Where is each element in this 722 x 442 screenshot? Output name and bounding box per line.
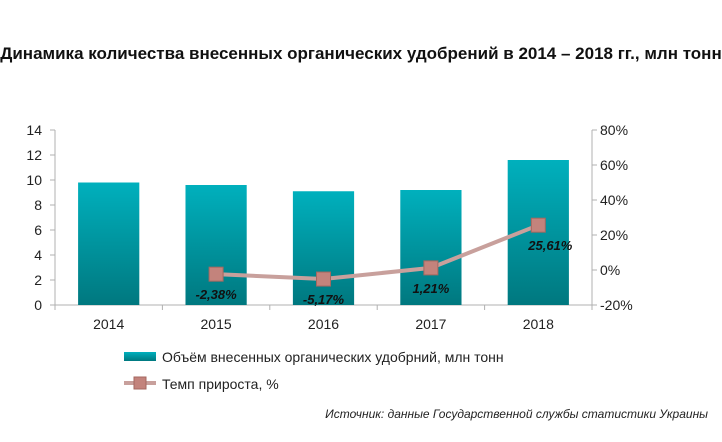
x-tick-label: 2017 [415, 316, 446, 332]
data-label: 1,21% [412, 281, 449, 296]
y-left-tick-label: 2 [34, 272, 42, 288]
x-tick-label: 2016 [308, 316, 339, 332]
y-right-tick-label: 80% [600, 122, 628, 138]
bar [292, 191, 355, 305]
x-tick-label: 2014 [93, 316, 124, 332]
y-right-tick-label: 60% [600, 157, 628, 173]
source-note: Источник: данные Государственной службы … [325, 407, 708, 421]
legend-line-label: Темп прироста, % [162, 376, 279, 392]
y-left-tick-label: 14 [26, 122, 42, 138]
line-point [423, 260, 439, 276]
growth-line [216, 223, 540, 282]
line-point [530, 217, 546, 233]
y-left-tick-label: 0 [34, 297, 42, 313]
bar [78, 182, 140, 305]
y-right-tick-label: 40% [600, 192, 628, 208]
y-left-tick-label: 8 [34, 197, 42, 213]
y-right-tick-label: -20% [600, 297, 633, 313]
legend-bar-label: Объём внесенных органических удобрний, м… [162, 349, 504, 365]
y-left-tick-label: 12 [26, 147, 42, 163]
line-point [316, 271, 331, 287]
y-left-tick-label: 10 [26, 172, 42, 188]
legend-bar-swatch [124, 352, 156, 361]
legend-line-marker [133, 376, 147, 390]
y-right-tick-label: 0% [600, 262, 620, 278]
y-left-tick-label: 6 [34, 222, 42, 238]
bar [400, 190, 462, 305]
y-right-tick-label: 20% [600, 227, 628, 243]
x-tick-label: 2018 [523, 316, 554, 332]
data-label: -2,38% [195, 287, 237, 302]
line-point [208, 266, 224, 282]
x-tick-label: 2015 [201, 316, 232, 332]
bar [185, 185, 247, 305]
chart-title: Динамика количества внесенных органическ… [0, 44, 722, 63]
y-left-tick-label: 4 [34, 247, 42, 263]
data-label: -5,17% [303, 292, 345, 307]
data-label: 25,61% [527, 238, 573, 253]
